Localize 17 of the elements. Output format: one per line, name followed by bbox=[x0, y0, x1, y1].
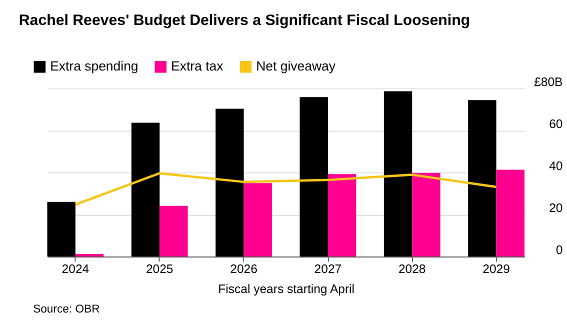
legend-label: Extra spending bbox=[50, 58, 138, 74]
source-note: Source: OBR bbox=[33, 303, 100, 316]
x-tick-label: 2029 bbox=[482, 262, 510, 276]
x-tick-label: 2028 bbox=[398, 262, 426, 276]
chart-title: Rachel Reeves' Budget Delivers a Significant Fiscal Loosening bbox=[18, 12, 470, 29]
x-tick-label: 2024 bbox=[62, 262, 90, 276]
y-tick-label: 40 bbox=[549, 159, 563, 174]
x-tick-label: 2027 bbox=[314, 262, 342, 276]
legend-label: Extra tax bbox=[171, 58, 224, 74]
x-tick-label: 2026 bbox=[230, 262, 258, 276]
y-tick-label: £80B bbox=[534, 74, 563, 89]
y-tick-label: 20 bbox=[549, 201, 563, 216]
y-tick-label: 60 bbox=[549, 117, 563, 132]
x-tick-label: 2025 bbox=[146, 262, 174, 276]
y-tick-label: 0 bbox=[556, 243, 563, 258]
x-axis-title: Fiscal years starting April bbox=[218, 282, 355, 296]
legend-label: Net giveaway bbox=[256, 58, 336, 74]
